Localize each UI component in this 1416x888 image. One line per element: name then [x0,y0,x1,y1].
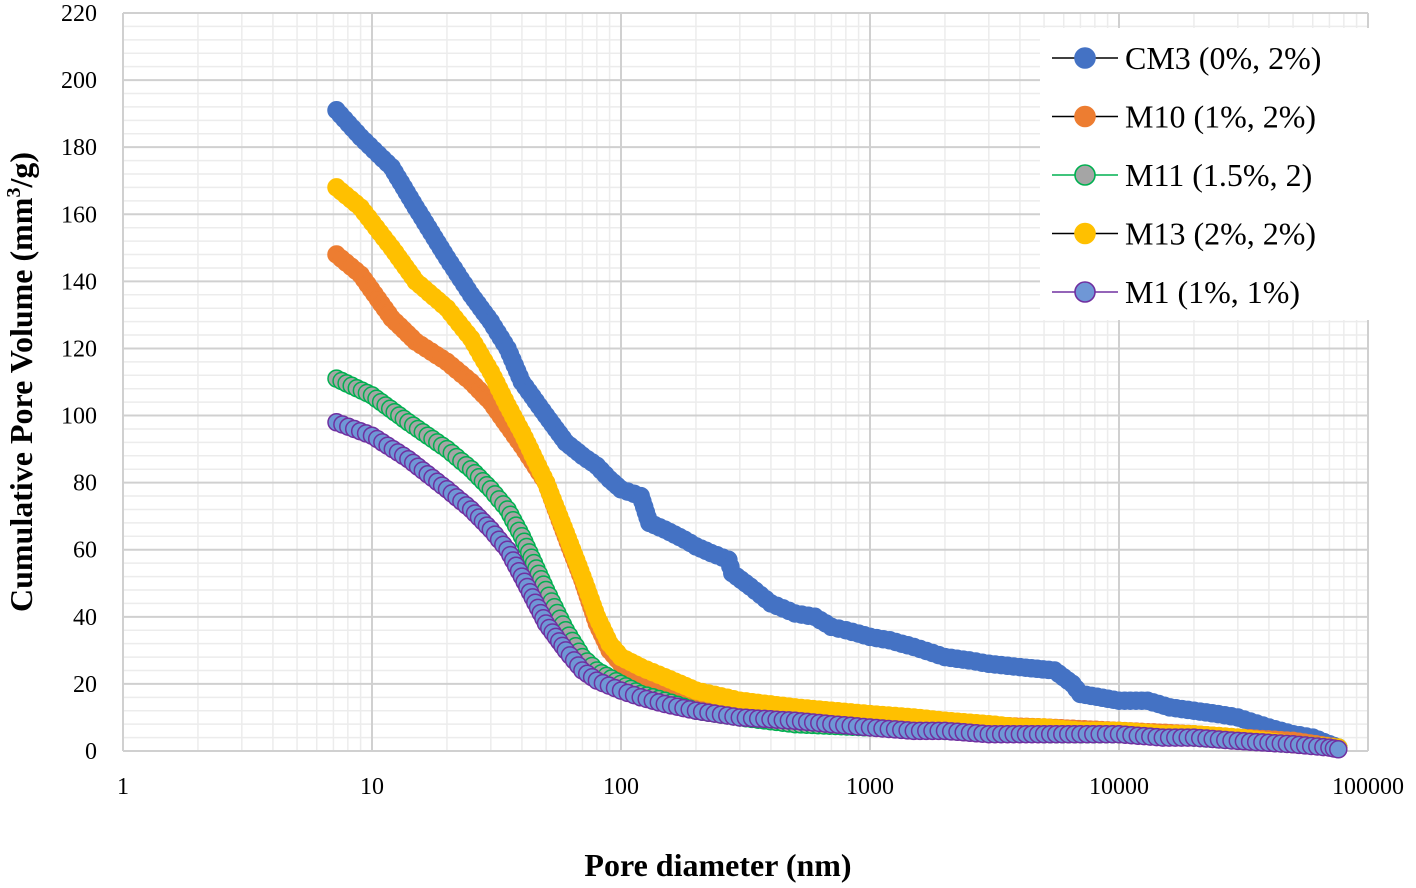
legend-label: M1 (1%, 1%) [1125,274,1300,310]
x-tick-label: 1 [117,774,129,800]
legend-label: CM3 (0%, 2%) [1125,40,1321,76]
y-tick-label: 120 [61,336,97,362]
data-point [1329,740,1348,759]
x-tick-label: 10 [360,774,384,800]
x-axis-title: Pore diameter (nm) [584,847,851,883]
legend-marker [1074,105,1096,128]
series-layer [327,101,1348,759]
x-tick-label: 10000 [1089,774,1149,800]
legend: CM3 (0%, 2%) M10 (1%, 2%) M11 (1.5%, 2) M13… [1040,28,1370,320]
y-axis-title-tail: /g) [3,152,39,189]
y-tick-label: 220 [61,1,97,27]
y-tick-label: 160 [61,202,97,228]
x-tick-label: 1000 [846,774,894,800]
y-tick-label: 100 [61,404,97,430]
y-axis-title-sup: 3 [3,188,25,198]
series-4 [327,413,1348,759]
y-tick-label: 180 [61,135,97,161]
legend-marker [1074,47,1096,69]
y-axis-title-main: Cumulative Pore Volume (mm [3,197,39,612]
y-tick-label: 40 [73,605,97,631]
y-tick-label: 80 [73,471,97,497]
y-tick-label: 140 [61,269,97,295]
x-tick-label: 100 [603,774,639,800]
axes [122,13,1368,752]
legend-marker [1074,281,1096,303]
tick-labels: 1 10 100 1000 10000 100000 0 20 40 60 80 100 120 140 1… [61,1,1404,800]
y-tick-label: 0 [85,739,97,765]
legend-label: M10 (1%, 2%) [1125,99,1316,135]
legend-label: M13 (2%, 2%) [1125,216,1316,252]
legend-marker [1074,164,1096,186]
y-axis-title: Cumulative Pore Volume (mm3/g) [3,152,39,612]
legend-label: M11 (1.5%, 2) [1125,157,1312,193]
y-tick-label: 200 [61,68,97,94]
x-tick-label: 100000 [1332,774,1404,800]
y-tick-label: 60 [73,538,97,564]
legend-marker [1074,222,1096,245]
series-line [336,421,1339,750]
y-tick-label: 20 [73,672,97,698]
